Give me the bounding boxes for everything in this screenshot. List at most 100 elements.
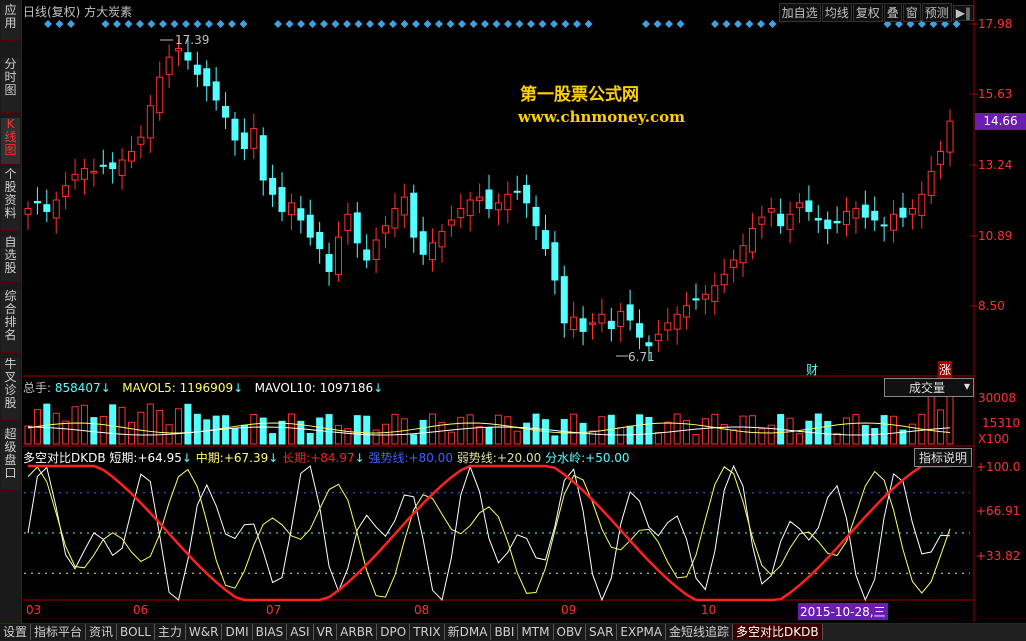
candle-body	[861, 204, 869, 218]
candle-body	[62, 185, 70, 197]
volume-bar	[485, 426, 493, 445]
candle-body	[551, 242, 559, 281]
watermark-title: 第一股票公式网	[520, 85, 639, 105]
candle-body	[946, 120, 954, 153]
mid-label: 中期:	[195, 451, 224, 465]
volume-bar	[937, 409, 945, 445]
candle-body	[899, 207, 907, 218]
tab-app[interactable]: 应用	[1, 4, 20, 41]
bottom-tab[interactable]: 主力	[154, 624, 186, 640]
bottom-tab[interactable]: ASI	[287, 624, 314, 640]
diamond-marker	[757, 20, 765, 28]
window-button[interactable]: 窗	[902, 3, 921, 22]
price-tick: 8.50	[978, 299, 1005, 313]
bottom-tab[interactable]: 多空对比DKDB	[733, 624, 823, 640]
tab-stock-info[interactable]: 个股资料	[1, 168, 20, 231]
candle-body	[165, 56, 173, 76]
month-label: 06	[133, 603, 149, 617]
tab-level2[interactable]: 超级盘口	[1, 428, 20, 491]
candle-body	[588, 322, 596, 325]
forecast-button[interactable]: 预测	[921, 3, 952, 22]
bottom-tab[interactable]: BOLL	[117, 624, 155, 640]
candle-body	[711, 285, 719, 302]
tab-label: 综合排名	[4, 289, 17, 342]
candle-body	[645, 342, 653, 347]
volume-bar	[664, 421, 672, 445]
candle-body	[890, 213, 898, 231]
bottom-tab[interactable]: 资讯	[86, 624, 118, 640]
ma-button[interactable]: 均线	[821, 3, 852, 22]
diamond-marker	[412, 20, 420, 28]
candle-body	[824, 219, 832, 230]
bottom-tab[interactable]: EXPMA	[617, 624, 667, 640]
chart-toolbar: 加自选 均线 复权叠窗预测 ▶‖	[778, 3, 974, 22]
split-value: +50.00	[585, 451, 630, 465]
diamond-marker	[653, 20, 662, 28]
bottom-tab[interactable]: 设置	[0, 624, 32, 640]
candle-body	[937, 150, 945, 165]
indicator-help-button[interactable]: 指标说明	[914, 448, 973, 467]
bottom-tab[interactable]: 金短线追踪	[666, 624, 734, 640]
tab-watchlist[interactable]: 自选股	[1, 236, 20, 283]
volume-bar	[504, 416, 512, 445]
diamond-marker	[745, 20, 754, 28]
volume-bar	[617, 427, 625, 445]
candle-body	[429, 242, 437, 261]
volume-bar	[927, 393, 935, 445]
volume-bar	[645, 416, 653, 445]
volume-selector[interactable]: 成交量 ▾	[884, 378, 974, 397]
down-arrow-icon: ↓	[233, 381, 244, 395]
volume-bar	[62, 420, 70, 445]
bottom-tab[interactable]: VR	[313, 624, 338, 640]
bottom-tab[interactable]: SAR	[586, 624, 618, 640]
candle-body	[692, 298, 700, 301]
bottom-tab[interactable]: ARBR	[337, 624, 378, 640]
tab-intraday[interactable]: 分时图	[1, 58, 20, 113]
indicator-name[interactable]: 多空对比DKDB	[23, 451, 106, 465]
nav-arrow-icon[interactable]: ▶‖	[952, 5, 974, 21]
volume-bar	[71, 406, 79, 445]
candle-body	[730, 259, 738, 268]
add-watchlist-button[interactable]: 加自选	[778, 3, 821, 22]
volume-bar	[203, 419, 211, 445]
weak-label: 弱势线:	[456, 451, 497, 465]
volume-bar	[899, 429, 907, 445]
overlay-button[interactable]: 叠	[883, 3, 902, 22]
bottom-tab[interactable]: DPO	[377, 624, 411, 640]
bottom-tab[interactable]: 指标平台	[31, 624, 87, 640]
long-value: +84.97	[310, 451, 355, 465]
limit-up-marker[interactable]: 涨	[938, 361, 953, 378]
candle-body	[748, 228, 756, 253]
bottom-tab-bar: 设置 指标平台 资讯 BOLL 主力 W&R DMI BIAS ASI VR ARBR DPO TRIX…	[0, 623, 1026, 641]
volume-bar	[259, 417, 267, 445]
diamond-marker	[67, 20, 75, 28]
bottom-tab[interactable]: BIAS	[252, 624, 288, 640]
bottom-tab[interactable]: MTM	[518, 624, 554, 640]
tab-ranking[interactable]: 综合排名	[1, 290, 20, 353]
volume-bar	[701, 418, 709, 445]
bottom-tab[interactable]: OBV	[553, 624, 587, 640]
tab-diagnose[interactable]: 牛叉诊股	[1, 358, 20, 421]
tab-kline[interactable]: K线图	[1, 118, 20, 165]
finance-marker[interactable]: 财	[806, 363, 819, 377]
diamond-marker	[193, 20, 202, 28]
volume-bar	[824, 420, 832, 445]
diamond-marker	[101, 20, 110, 28]
bottom-tab[interactable]: 新DMA	[444, 624, 492, 640]
diamond-marker	[895, 20, 903, 28]
bottom-tab[interactable]: W&R	[185, 624, 223, 640]
bottom-tab[interactable]: DMI	[222, 624, 253, 640]
candle-body	[43, 204, 51, 212]
bottom-tab[interactable]: TRIX	[410, 624, 445, 640]
volume-bar	[457, 416, 465, 445]
volume-bar	[946, 394, 954, 445]
candle-body	[231, 118, 239, 141]
diamond-marker	[216, 20, 225, 28]
adjust-button[interactable]: 复权	[852, 3, 883, 22]
volume-bar	[109, 404, 117, 445]
bottom-tab[interactable]: BBI	[491, 624, 519, 640]
candle-body	[683, 305, 691, 318]
strong-label: 强势线:	[368, 451, 409, 465]
candle-body	[720, 273, 728, 286]
